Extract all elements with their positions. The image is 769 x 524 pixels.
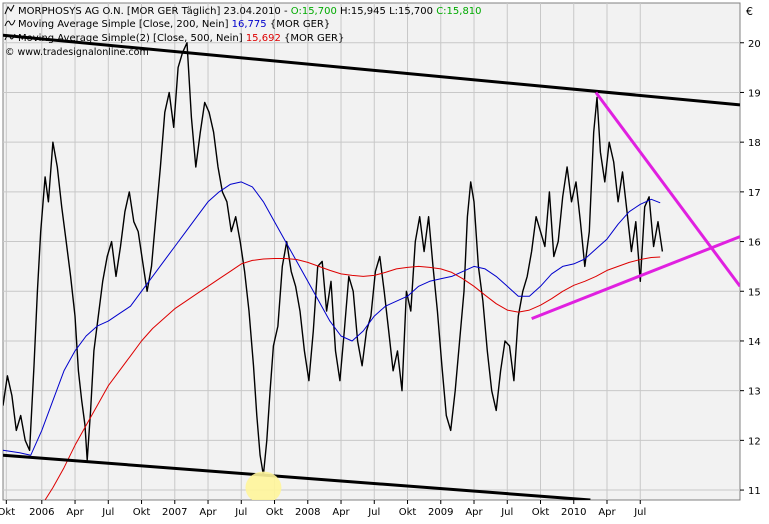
y-tick-label-20: 20 — [748, 39, 761, 50]
legend: MORPHOSYS AG O.N. [MOR GER Täglich] 23.0… — [4, 4, 482, 58]
series-ma500 — [44, 256, 661, 500]
legend-line-1-prefix: MORPHOSYS AG O.N. [MOR GER Täglich] 23.0… — [18, 6, 291, 17]
trendline-support — [531, 235, 740, 320]
x-tick-label-9: 2008 — [295, 507, 320, 518]
x-tick-label-1: 2006 — [29, 507, 54, 518]
trendlines — [3, 33, 740, 500]
x-tick-label-6: Apr — [199, 507, 217, 518]
legend-low-value: L:15,700 — [389, 6, 433, 17]
series — [3, 42, 664, 500]
legend-close-value: C:15,810 — [433, 6, 482, 17]
x-tick-label-2: Apr — [66, 507, 84, 518]
legend-line-1: MORPHOSYS AG O.N. [MOR GER Täglich] 23.0… — [18, 6, 482, 17]
x-tick-label-17: 2010 — [561, 507, 586, 518]
x-axis: Okt 2006 Apr Jul Okt 2007 Apr Jul Okt 2008 Apr Jul O… — [0, 500, 646, 518]
x-tick-label-12: Okt — [399, 507, 417, 518]
x-tick-label-18: Apr — [598, 507, 616, 518]
series-price — [3, 42, 664, 476]
x-tick-label-10: Apr — [332, 507, 350, 518]
series-ma200 — [3, 181, 661, 456]
x-tick-label-5: 2007 — [162, 507, 187, 518]
y-tick-label-13: 13 — [748, 387, 761, 398]
legend-watermark: © www.tradesignalonline.com — [5, 47, 149, 58]
x-tick-label-16: Okt — [532, 507, 550, 518]
legend-line-3: Moving Average Simple(2) [Close, 500, Ne… — [18, 33, 344, 44]
highlight-circle — [245, 471, 282, 500]
x-tick-label-7: Jul — [234, 507, 247, 518]
legend-line-2: Moving Average Simple [Close, 200, Nein]… — [18, 19, 330, 30]
legend-ma500-value: 15,692 — [246, 33, 281, 44]
x-tick-label-3: Jul — [101, 507, 114, 518]
x-tick-label-15: Jul — [500, 507, 513, 518]
y-tick-label-18: 18 — [748, 138, 761, 149]
y-axis: 11 12 13 14 15 16 17 18 19 20 — [740, 39, 761, 497]
y-tick-label-15: 15 — [748, 287, 761, 298]
legend-line-2-suffix: {MOR GER} — [267, 19, 331, 30]
x-tick-label-4: Okt — [133, 507, 151, 518]
chart-line-icon — [4, 4, 15, 15]
legend-line-2-prefix: Moving Average Simple [Close, 200, Nein] — [18, 19, 232, 30]
wave-icon-2 — [4, 33, 16, 41]
y-tick-label-17: 17 — [748, 188, 761, 199]
trendline-top-channel — [3, 33, 740, 107]
wave-icon — [4, 19, 16, 27]
x-tick-label-14: Apr — [465, 507, 483, 518]
x-tick-label-11: Jul — [367, 507, 380, 518]
legend-open-value: O:15,700 — [291, 6, 337, 17]
legend-line-3-suffix: {MOR GER} — [281, 33, 345, 44]
legend-line-3-prefix: Moving Average Simple(2) [Close, 500, Ne… — [18, 33, 246, 44]
y-tick-label-11: 11 — [748, 486, 761, 497]
x-tick-label-0: Okt — [0, 507, 15, 518]
y-tick-label-19: 19 — [748, 88, 761, 99]
x-tick-label-13: 2009 — [428, 507, 453, 518]
legend-high-value: H:15,945 — [337, 6, 389, 17]
y-tick-label-12: 12 — [748, 436, 761, 447]
legend-ma200-value: 16,775 — [232, 19, 267, 30]
y-tick-label-16: 16 — [748, 238, 761, 249]
currency-label: € — [746, 5, 753, 18]
highlight-marker — [245, 471, 282, 500]
x-tick-label-19: Jul — [633, 507, 646, 518]
y-tick-label-14: 14 — [748, 337, 761, 348]
x-tick-label-8: Okt — [266, 507, 284, 518]
trendline-bottom-channel — [3, 453, 591, 500]
plot-area — [2, 2, 741, 501]
trendline-resistance — [594, 91, 740, 288]
